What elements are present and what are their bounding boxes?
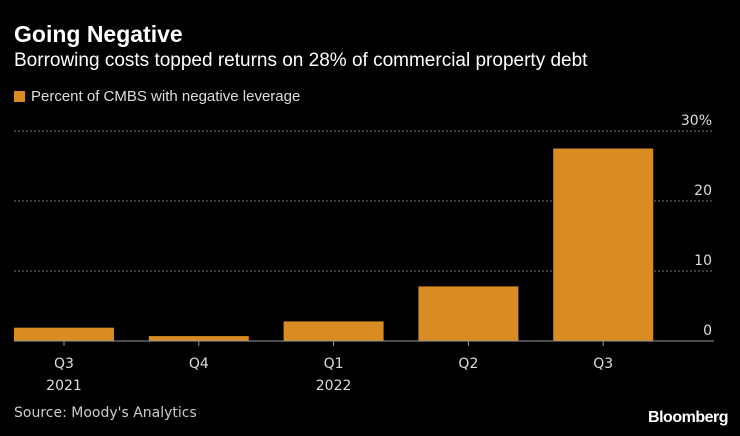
x-tick-label: Q3	[54, 356, 74, 372]
legend: Percent of CMBS with negative leverage	[14, 88, 300, 105]
legend-label: Percent of CMBS with negative leverage	[31, 88, 301, 105]
x-tick-year: 2022	[316, 378, 352, 394]
bar	[418, 286, 519, 341]
chart-subtitle: Borrowing costs topped returns on 28% of…	[14, 50, 588, 71]
source-note: Source: Moody's Analytics	[14, 405, 197, 421]
y-tick-label: 0	[703, 323, 712, 339]
chart-title: Going Negative	[14, 21, 183, 47]
y-tick-label: 20	[694, 183, 712, 199]
legend-swatch	[14, 91, 25, 102]
bar	[148, 336, 249, 341]
x-tick-year: 2021	[46, 378, 82, 394]
x-tick-label: Q1	[324, 356, 344, 372]
bar	[283, 321, 384, 341]
x-tick-label: Q2	[458, 356, 478, 372]
y-tick-label: 30%	[681, 113, 712, 129]
y-tick-label: 10	[694, 253, 712, 269]
bloomberg-logo: Bloomberg	[648, 409, 728, 426]
x-tick-label: Q3	[593, 356, 613, 372]
x-tick-label: Q4	[189, 356, 209, 372]
bar	[553, 148, 654, 341]
bar	[14, 327, 114, 341]
